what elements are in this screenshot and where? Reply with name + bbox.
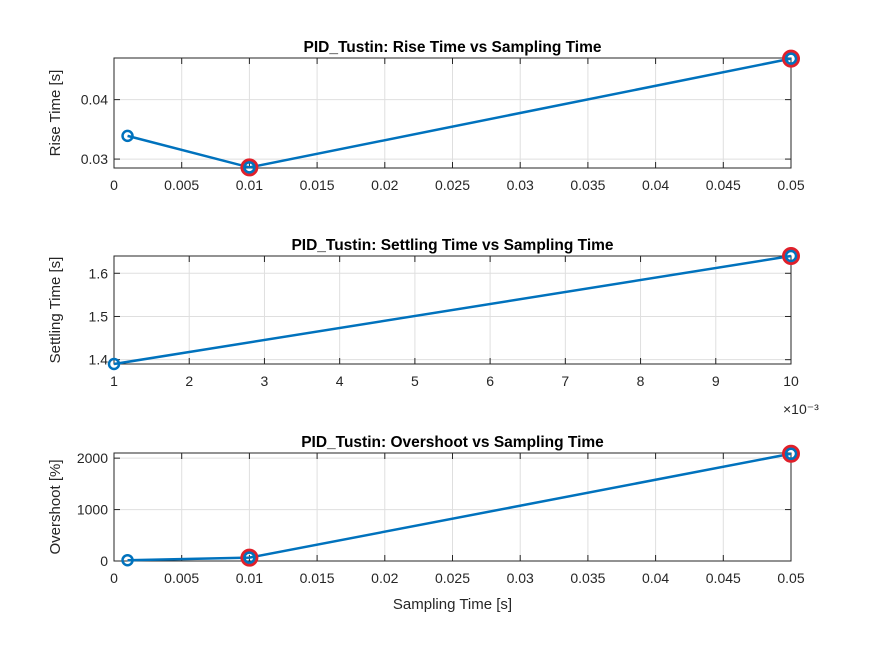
x-tick-label: 0.005	[164, 177, 199, 193]
subplot-2: 1 2 3 4 5 6 7 8 9 10 1.4 1.5 1.6 PID_Tustin: Settling…	[47, 237, 819, 417]
data-point	[243, 161, 256, 174]
y-axis-label: Rise Time [s]	[47, 70, 64, 157]
x-tick-label: 0	[110, 177, 118, 193]
y-axis-label: Overshoot [%]	[47, 459, 64, 554]
data-point	[784, 447, 798, 461]
highlight-marker	[240, 548, 259, 567]
y-tick-label: 1.6	[89, 265, 109, 281]
x-tick-label: 0.04	[642, 570, 669, 586]
data-point	[243, 551, 256, 564]
axes-frame	[113, 255, 792, 365]
x-tick-label: 0.05	[777, 570, 804, 586]
y-tick-label: 2000	[77, 450, 108, 466]
x-axis-label: Sampling Time [s]	[393, 596, 512, 613]
highlight-marker	[240, 158, 259, 177]
x-tick-label: 0.015	[300, 177, 335, 193]
series-line	[127, 452, 792, 562]
x-tick-label: 8	[637, 373, 645, 389]
x-tick-label: 10	[783, 373, 799, 389]
x-tick-label: 0.02	[371, 570, 398, 586]
highlight-marker	[782, 49, 800, 68]
data-point	[107, 357, 121, 371]
y-tick-label: 0.04	[81, 92, 108, 108]
x-tick-label: 0	[110, 570, 118, 586]
highlight-marker	[782, 247, 800, 265]
x-tick-label: 0.045	[706, 570, 741, 586]
x-tick-label: 0.035	[570, 177, 605, 193]
x-tick-label: 0.04	[642, 177, 669, 193]
x-tick-label: 7	[561, 373, 569, 389]
x-tick-label: 0.025	[435, 570, 470, 586]
subplot-1: 0 0.005 0.01 0.015 0.02 0.025 0.03 0.035 0.04 0.0…	[47, 39, 805, 193]
chart-title: PID_Tustin: Rise Time vs Sampling Time	[303, 39, 601, 56]
highlight-marker	[782, 444, 800, 463]
x-tick-label: 6	[486, 373, 494, 389]
x-tick-label: 0.005	[164, 570, 199, 586]
chart-title: PID_Tustin: Settling Time vs Sampling Ti…	[291, 237, 613, 254]
x-tick-label: 2	[185, 373, 193, 389]
x-tick-label: 0.025	[435, 177, 470, 193]
x-tick-label: 0.01	[236, 570, 263, 586]
x-tick-label: 0.03	[507, 570, 534, 586]
y-tick-label: 1.4	[89, 352, 109, 368]
x-tick-label: 1	[110, 373, 118, 389]
x-tick-label: 4	[336, 373, 344, 389]
y-tick-label: 1000	[77, 502, 108, 518]
series-line	[113, 254, 792, 366]
x-tick-label: 0.02	[371, 177, 398, 193]
x-tick-label: 0.045	[706, 177, 741, 193]
y-tick-label: 1.5	[89, 308, 109, 324]
data-point	[121, 129, 134, 143]
data-point	[784, 249, 798, 263]
y-axis-label: Settling Time [s]	[47, 257, 64, 364]
series-line	[127, 57, 792, 169]
x-tick-label: 0.015	[300, 570, 335, 586]
x-tick-label: 0.035	[570, 570, 605, 586]
axes-frame	[113, 57, 792, 169]
data-point	[784, 52, 798, 65]
axes-frame	[113, 452, 792, 562]
subplot-3: 0 0.005 0.01 0.015 0.02 0.025 0.03 0.035 0.04 0.0…	[47, 434, 805, 613]
data-point	[121, 553, 134, 567]
y-tick-label: 0.03	[81, 151, 108, 167]
x-tick-label: 0.01	[236, 177, 263, 193]
chart-title: PID_Tustin: Overshoot vs Sampling Time	[301, 434, 604, 451]
x-tick-label: 0.05	[777, 177, 804, 193]
x-tick-label: 3	[261, 373, 269, 389]
x-tick-label: 9	[712, 373, 720, 389]
x-tick-label: 0.03	[507, 177, 534, 193]
y-tick-label: 0	[100, 553, 108, 569]
x-exponent-label: ×10⁻³	[783, 401, 819, 417]
x-tick-label: 5	[411, 373, 419, 389]
